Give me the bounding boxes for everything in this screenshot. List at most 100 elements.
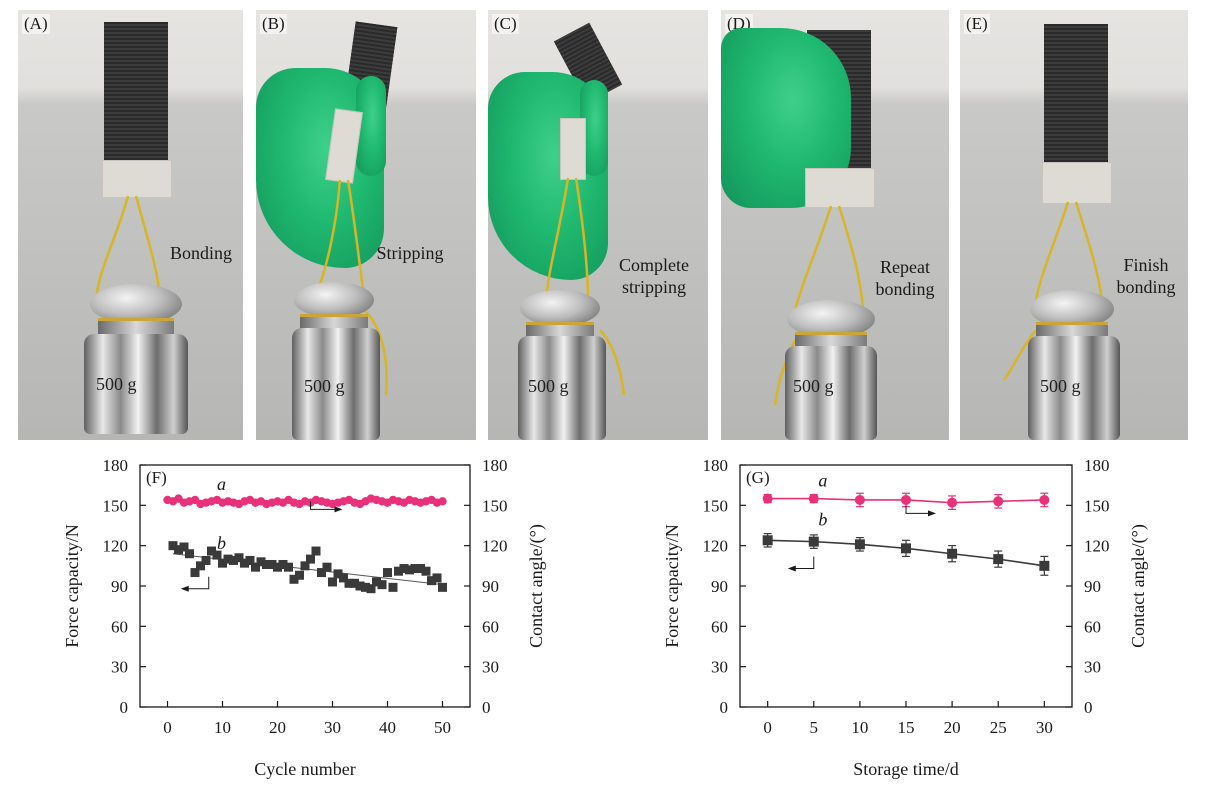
series-b-point — [278, 559, 288, 569]
series-b-arrowhead — [787, 565, 796, 572]
series-b-point — [267, 559, 277, 569]
series-a-point — [854, 494, 865, 505]
series-a-point — [901, 494, 911, 505]
series-b-point — [432, 573, 442, 583]
series-b-point — [808, 536, 819, 547]
x-tick-label: 10 — [214, 718, 231, 737]
y2-tick-label: 60 — [1084, 617, 1101, 636]
x-tick-label: 10 — [851, 718, 868, 737]
series-a-label: a — [818, 471, 827, 491]
y2-tick-label: 180 — [482, 456, 508, 475]
panel-caption: Stripping — [376, 243, 444, 263]
x-tick-label: 25 — [990, 718, 1007, 737]
weight-body — [785, 346, 877, 440]
series-b-point — [179, 542, 189, 552]
weight-cap — [294, 282, 374, 318]
x-tick-label: 20 — [269, 718, 286, 737]
series-b-point — [218, 558, 227, 568]
chart-g: 0 0 30 30 60 60 90 90 120 120 150 150 180 180 0 5 10 15 20… — [662, 456, 1149, 779]
series-b-point — [185, 549, 194, 559]
x-axis-label: Storage time/d — [853, 759, 958, 779]
series-b-point — [328, 577, 337, 587]
y2-tick-label: 30 — [482, 658, 499, 677]
y2-tick-label: 120 — [1084, 537, 1110, 556]
weight-mass-label: 500 g — [304, 376, 345, 396]
panel-caption: Finish bonding — [1116, 255, 1176, 297]
weight-mass-label: 500 g — [528, 376, 569, 396]
series-b-point — [383, 568, 392, 578]
series-b-label: b — [217, 533, 226, 553]
series-b-point — [366, 584, 376, 594]
tape-pad — [1042, 162, 1112, 204]
series-b-point — [190, 568, 200, 578]
series-b-point — [207, 546, 216, 556]
y2-tick-label: 90 — [1084, 577, 1101, 596]
series-b-point — [196, 561, 205, 571]
series-b-point — [168, 541, 178, 551]
chart-f: 0 0 30 30 60 60 90 90 120 120 150 150 180 180 0 10 20 30 4… — [62, 456, 547, 779]
series-b-point — [295, 570, 304, 580]
series-b-axis-arrow — [186, 576, 210, 590]
y2-tick-label: 0 — [1084, 698, 1093, 717]
series-b-point — [377, 580, 387, 590]
series-b-point — [245, 555, 255, 565]
y-tick-label: 60 — [111, 617, 128, 636]
series-b-point — [993, 554, 1004, 565]
chart-tag: (G) — [746, 468, 770, 487]
series-b-point — [256, 557, 266, 567]
y2-tick-label: 180 — [1084, 456, 1110, 475]
series-b-arrowhead — [180, 585, 189, 592]
photo-panel-e: (E) 500 g Finish bonding — [960, 10, 1188, 440]
x-tick-label: 40 — [379, 718, 396, 737]
weight-cap — [1030, 290, 1114, 328]
series-b-point — [240, 558, 249, 568]
series-a-axis-arrow — [310, 501, 337, 510]
series-b-axis-arrow — [793, 556, 815, 570]
series-a-point — [993, 496, 1004, 507]
series-b-point — [306, 554, 315, 564]
series-b-point — [344, 578, 354, 588]
x-tick-label: 50 — [434, 718, 451, 737]
x-tick-label: 20 — [944, 718, 961, 737]
series-b-point — [174, 545, 183, 555]
x-tick-label: 5 — [810, 718, 819, 737]
series-b-point — [416, 564, 425, 574]
series-b-point — [388, 582, 398, 592]
series-b-point — [251, 562, 260, 572]
series-b-point — [394, 566, 403, 576]
series-b-point — [427, 576, 436, 586]
series-a-point — [808, 493, 819, 504]
series-b-point — [300, 561, 310, 571]
hanging-string — [1003, 201, 1104, 381]
y2-tick-label: 150 — [482, 496, 508, 515]
series-a-point — [1039, 494, 1050, 505]
x-tick-label: 0 — [763, 718, 772, 737]
chart-tag: (F) — [146, 468, 167, 487]
tape-pad — [102, 160, 172, 198]
panel-tag: (E) — [964, 14, 990, 34]
series-b-point — [350, 578, 359, 588]
series-a-point — [762, 493, 773, 504]
weight-mass-label: 500 g — [793, 376, 834, 396]
series-b-point — [223, 554, 233, 564]
series-b-point — [339, 573, 348, 583]
y-axis-label: Force capacity/N — [62, 524, 82, 647]
series-b-point — [234, 553, 244, 563]
y2-tick-label: 30 — [1084, 658, 1101, 677]
weight-body — [1028, 336, 1120, 440]
y-tick-label: 0 — [120, 698, 129, 717]
y-tick-label: 120 — [703, 537, 729, 556]
series-b-point — [262, 559, 271, 569]
series-a-axis-arrow — [905, 505, 930, 514]
y-tick-label: 90 — [711, 577, 728, 596]
series-b-point — [284, 562, 293, 572]
series-b-point — [762, 535, 773, 546]
panel-tag: (C) — [492, 14, 519, 34]
y-tick-label: 30 — [711, 658, 728, 677]
glove-finger — [356, 76, 386, 176]
series-b-point — [273, 562, 282, 572]
photo-panel-d: (D) 500 g Repeat bonding — [721, 10, 949, 440]
y2-axis-label: Contact angle/(°) — [1128, 524, 1149, 648]
series-b-point — [361, 582, 370, 592]
series-b-point — [410, 564, 420, 574]
